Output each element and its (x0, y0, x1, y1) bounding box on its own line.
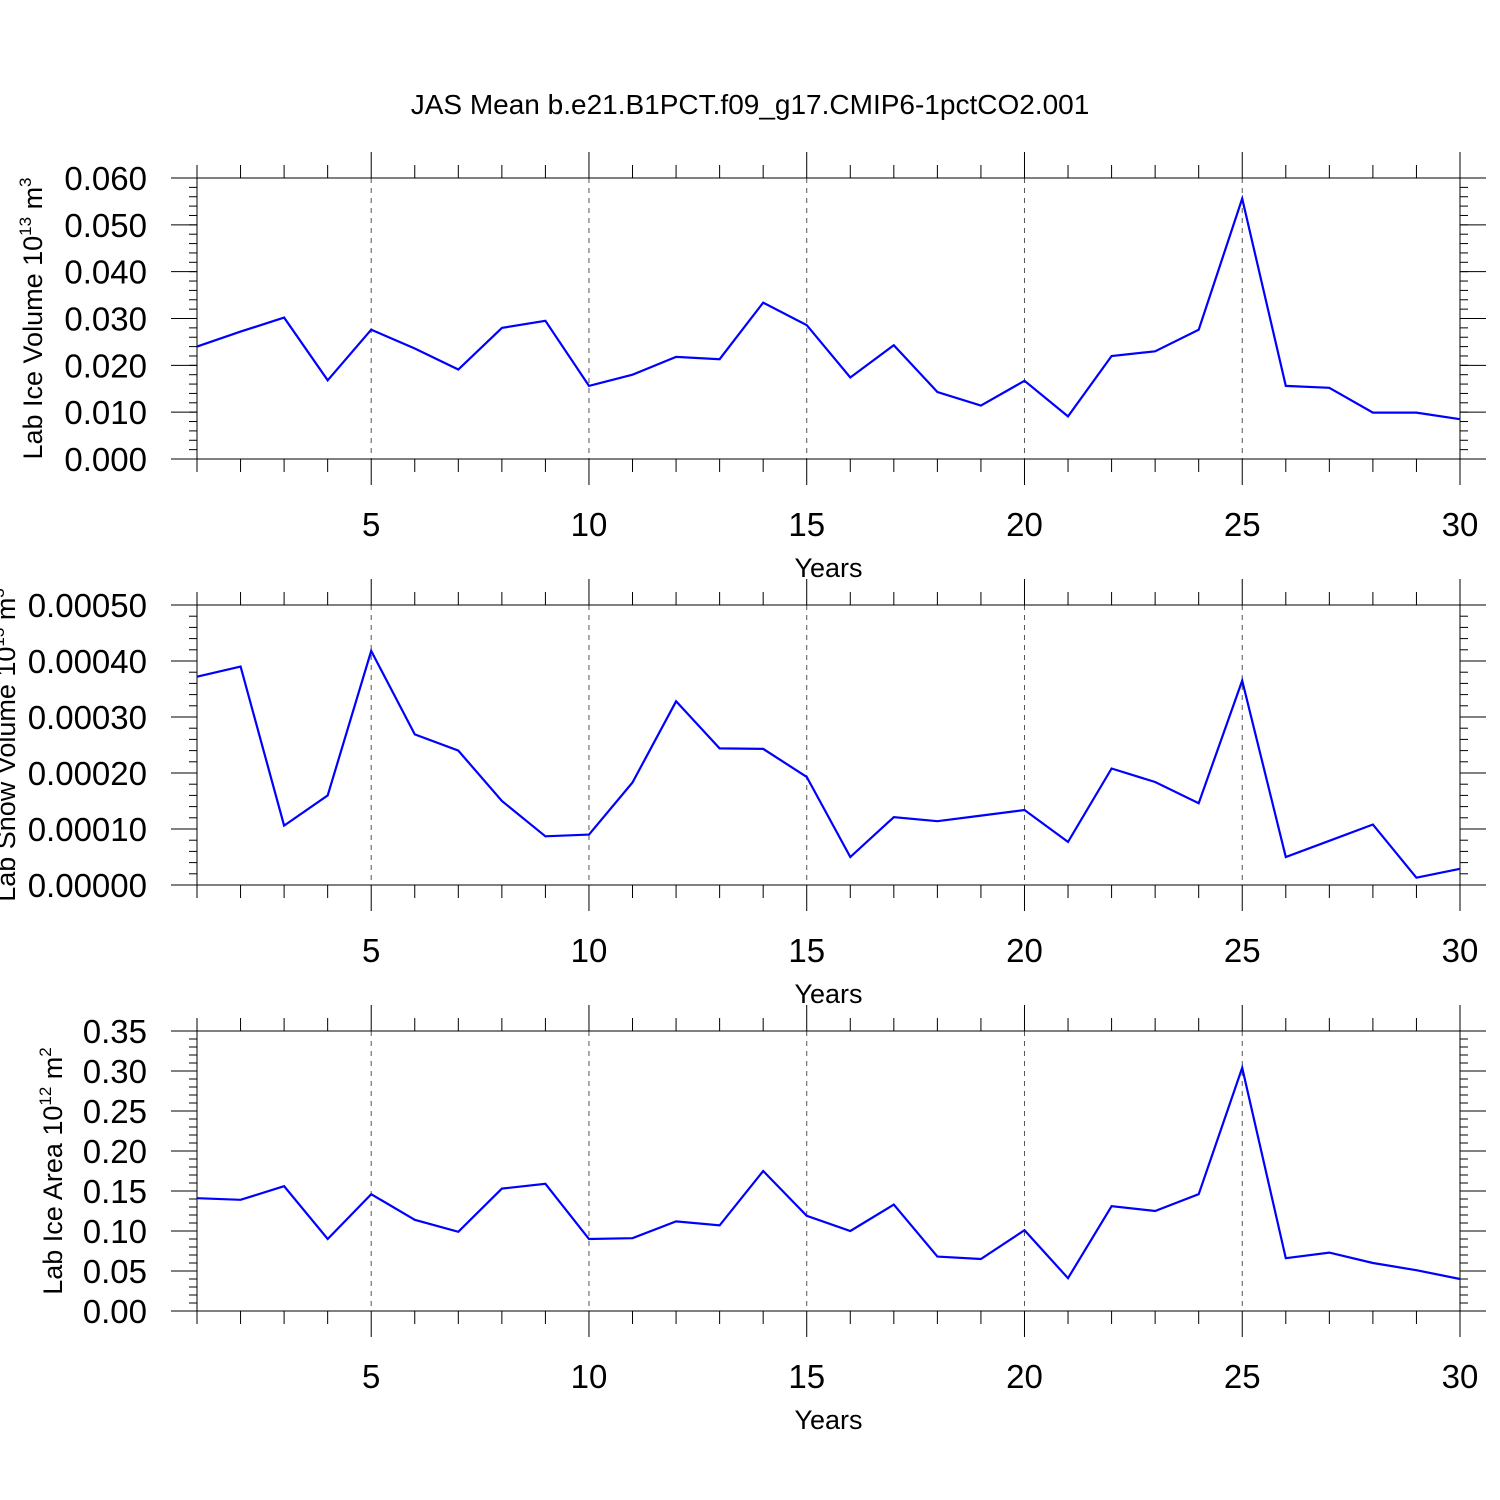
y-axis-label-exponent: 12 (36, 1087, 55, 1106)
x-tick-label: 30 (1442, 932, 1479, 969)
x-tick-label: 10 (571, 1358, 608, 1395)
x-tick-label: 20 (1006, 506, 1043, 543)
y-axis-label-main: Lab Ice Area 10 (38, 1106, 68, 1295)
y-axis-label-main: Lab Snow Volume 10 (0, 647, 21, 902)
y-axis-label-exponent: 13 (16, 217, 35, 236)
y-axis-label-unit: m (38, 1057, 68, 1087)
y-axis-label-unit: m (0, 598, 21, 628)
chart-panel-1: 0.000 0.010 0.020 0.030 0.040 0.050 0.060 5 10 15… (16, 152, 1486, 583)
y-axis-label-unit-exponent: 3 (16, 177, 35, 186)
figure-title: JAS Mean b.e21.B1PCT.f09_g17.CMIP6-1pctC… (411, 89, 1090, 120)
y-tick-label: 0.00 (83, 1293, 147, 1330)
y-tick-label: 0.20 (83, 1133, 147, 1170)
plot-frame (196, 1030, 1461, 1312)
x-tick-label: 25 (1224, 506, 1261, 543)
x-tick-label: 5 (362, 506, 380, 543)
y-tick-label: 0.00020 (28, 755, 147, 792)
y-tick-label: 0.00010 (28, 811, 147, 848)
y-axis-label: Lab Ice Volume 1013 m3 (16, 177, 48, 459)
series-line (196, 1063, 1461, 1281)
x-tick-label: 20 (1006, 932, 1043, 969)
x-tick-label: 20 (1006, 1358, 1043, 1395)
y-tick-label: 0.00000 (28, 867, 147, 904)
y-tick-label: 0.00030 (28, 699, 147, 736)
series-line (196, 647, 1461, 879)
plot-frame (196, 177, 1461, 460)
y-axis-label-unit-exponent: 2 (36, 1047, 55, 1056)
x-tick-label: 10 (571, 932, 608, 969)
x-axis-label: Years (794, 1405, 862, 1435)
y-axis-label-exponent: 13 (0, 628, 8, 647)
y-tick-label: 0.25 (83, 1093, 147, 1130)
y-tick-label: 0.05 (83, 1253, 147, 1290)
y-tick-label: 0.010 (64, 394, 147, 431)
y-tick-label: 0.030 (64, 301, 147, 338)
x-tick-label: 5 (362, 932, 380, 969)
x-axis-label: Years (794, 553, 862, 583)
x-tick-label: 30 (1442, 1358, 1479, 1395)
chart-panel-2: 0.00000 0.00010 0.00020 0.00030 0.00040 0.000… (0, 579, 1486, 1009)
x-tick-label: 15 (788, 1358, 825, 1395)
y-axis-label: Lab Snow Volume 1013 m3 (0, 588, 21, 902)
y-tick-label: 0.00040 (28, 643, 147, 680)
y-tick-label: 0.020 (64, 347, 147, 384)
y-tick-label: 0.040 (64, 254, 147, 291)
x-tick-label: 10 (571, 506, 608, 543)
x-tick-label: 5 (362, 1358, 380, 1395)
x-tick-label: 25 (1224, 932, 1261, 969)
x-tick-label: 30 (1442, 506, 1479, 543)
y-axis-label-unit: m (18, 187, 48, 217)
y-tick-label: 0.000 (64, 441, 147, 478)
y-tick-label: 0.060 (64, 160, 147, 197)
y-tick-label: 0.10 (83, 1213, 147, 1250)
y-axis-label-main: Lab Ice Volume 10 (18, 236, 48, 460)
y-tick-label: 0.050 (64, 207, 147, 244)
y-tick-label: 0.35 (83, 1013, 147, 1050)
y-tick-label: 0.00050 (28, 587, 147, 624)
chart-panel-3: 0.000.050.100.150.200.250.300.35 5 10 15 20 2… (36, 1005, 1486, 1435)
y-axis-label-unit-exponent: 3 (0, 588, 8, 597)
x-tick-label: 15 (788, 932, 825, 969)
x-axis-label: Years (794, 979, 862, 1009)
x-tick-label: 25 (1224, 1358, 1261, 1395)
series-line (196, 194, 1461, 421)
y-axis-label: Lab Ice Area 1012 m2 (36, 1047, 68, 1295)
y-tick-label: 0.30 (83, 1053, 147, 1090)
x-tick-label: 15 (788, 506, 825, 543)
y-tick-label: 0.15 (83, 1173, 147, 1210)
plot-frame (196, 604, 1461, 886)
